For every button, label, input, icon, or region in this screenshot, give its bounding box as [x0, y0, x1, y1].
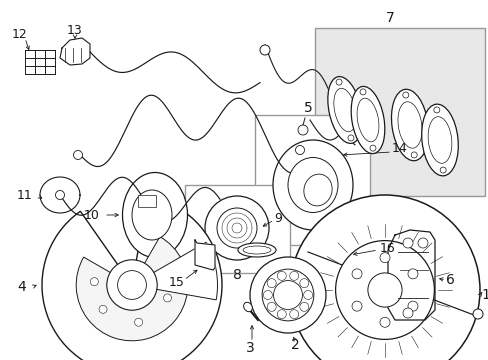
- Text: 12: 12: [12, 27, 28, 41]
- Polygon shape: [387, 230, 434, 320]
- Circle shape: [351, 301, 361, 311]
- Circle shape: [335, 79, 342, 85]
- Text: 6: 6: [445, 273, 453, 287]
- Ellipse shape: [238, 243, 275, 257]
- Circle shape: [262, 269, 313, 321]
- Circle shape: [295, 145, 304, 154]
- Circle shape: [55, 190, 64, 199]
- Text: 2: 2: [290, 338, 299, 352]
- Circle shape: [297, 125, 307, 135]
- Circle shape: [407, 269, 417, 279]
- Ellipse shape: [243, 246, 270, 254]
- Circle shape: [99, 305, 107, 313]
- Circle shape: [379, 253, 389, 263]
- Ellipse shape: [391, 89, 427, 161]
- Ellipse shape: [397, 102, 421, 148]
- Polygon shape: [195, 240, 215, 270]
- Circle shape: [351, 269, 361, 279]
- Circle shape: [367, 273, 401, 307]
- Circle shape: [417, 238, 427, 248]
- Circle shape: [359, 89, 366, 95]
- Ellipse shape: [243, 302, 252, 312]
- Circle shape: [402, 238, 412, 248]
- Circle shape: [299, 279, 308, 288]
- Circle shape: [73, 150, 82, 159]
- Circle shape: [410, 152, 416, 158]
- Circle shape: [289, 310, 298, 319]
- Circle shape: [163, 294, 171, 302]
- Ellipse shape: [272, 140, 352, 230]
- Text: 1: 1: [480, 288, 488, 302]
- Circle shape: [369, 145, 375, 151]
- Ellipse shape: [333, 88, 355, 132]
- Ellipse shape: [356, 98, 378, 142]
- Circle shape: [277, 310, 285, 319]
- Ellipse shape: [327, 77, 362, 143]
- Circle shape: [217, 208, 257, 248]
- Circle shape: [379, 317, 389, 327]
- Circle shape: [90, 278, 98, 286]
- Wedge shape: [76, 237, 187, 341]
- Text: 9: 9: [273, 212, 282, 225]
- Circle shape: [273, 280, 302, 310]
- Circle shape: [335, 240, 433, 339]
- Circle shape: [263, 291, 272, 300]
- Circle shape: [303, 291, 312, 300]
- Circle shape: [249, 257, 325, 333]
- Circle shape: [433, 107, 439, 113]
- Text: 7: 7: [385, 11, 393, 25]
- Circle shape: [289, 195, 479, 360]
- Circle shape: [277, 271, 285, 280]
- Ellipse shape: [421, 104, 457, 176]
- Circle shape: [402, 308, 412, 318]
- Circle shape: [439, 167, 445, 173]
- Circle shape: [299, 302, 308, 311]
- Bar: [314, 28, 484, 196]
- Wedge shape: [42, 196, 222, 360]
- Text: 4: 4: [18, 280, 26, 294]
- Circle shape: [204, 196, 268, 260]
- Circle shape: [472, 309, 482, 319]
- Text: 11: 11: [17, 189, 33, 202]
- Wedge shape: [132, 242, 217, 300]
- Bar: [138, 195, 156, 207]
- Circle shape: [407, 301, 417, 311]
- Polygon shape: [60, 38, 90, 65]
- Ellipse shape: [287, 158, 337, 212]
- Circle shape: [106, 260, 157, 310]
- Text: 3: 3: [245, 341, 254, 355]
- Ellipse shape: [132, 190, 172, 240]
- Text: 10: 10: [84, 208, 100, 221]
- Circle shape: [134, 318, 142, 326]
- Circle shape: [289, 271, 298, 280]
- Ellipse shape: [350, 86, 384, 154]
- Ellipse shape: [122, 172, 187, 257]
- Bar: [184, 185, 289, 273]
- Circle shape: [266, 279, 276, 288]
- Text: 15: 15: [169, 276, 184, 289]
- Text: 8: 8: [232, 268, 241, 282]
- Circle shape: [260, 45, 269, 55]
- Text: 5: 5: [303, 101, 312, 115]
- Circle shape: [402, 92, 408, 98]
- Text: 16: 16: [379, 242, 395, 255]
- Circle shape: [266, 302, 276, 311]
- Ellipse shape: [303, 174, 331, 206]
- Text: 13: 13: [67, 23, 82, 36]
- Ellipse shape: [427, 117, 451, 163]
- Bar: [254, 115, 369, 245]
- Circle shape: [117, 271, 146, 300]
- Text: 14: 14: [391, 141, 407, 154]
- Circle shape: [347, 135, 353, 141]
